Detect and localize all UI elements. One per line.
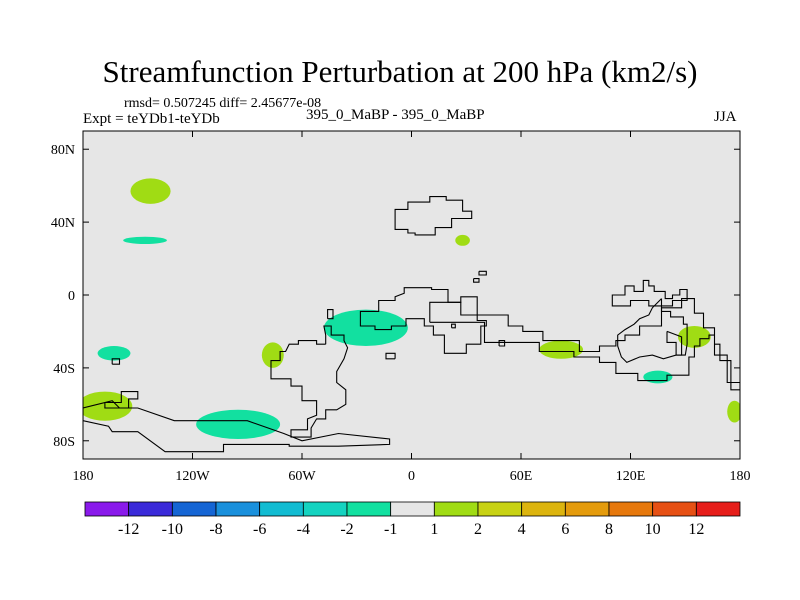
x-tick-label-1: 120W xyxy=(175,469,210,484)
coastline-indo-pacific-band xyxy=(429,298,740,391)
colorbar-label-12: 10 xyxy=(645,521,661,538)
pos-anomaly-east-edge xyxy=(727,400,740,423)
y-tick-label-4: 80S xyxy=(53,435,75,450)
coastline-new-zealand xyxy=(666,330,683,356)
pos-anomaly-far-south-pacific xyxy=(83,391,133,421)
pos-anomaly-southern-africa xyxy=(539,340,584,359)
colorbar-label-5: -2 xyxy=(340,521,353,538)
x-tick-label-4: 60E xyxy=(510,469,533,484)
islet-arabian-sea xyxy=(478,270,487,276)
colorbar: -12 -10 -8 -6 -4 -2 -1 1 2 4 6 8 10 12 xyxy=(84,501,741,538)
colorbar-box-1 xyxy=(128,501,173,517)
neg-anomaly-south-atlantic xyxy=(323,309,408,347)
experiment-label: Expt = teYDb1-teYDb xyxy=(83,111,220,127)
colorbar-label-11: 8 xyxy=(605,521,613,538)
colorbar-box-6 xyxy=(346,501,392,517)
plot-background xyxy=(83,131,740,459)
colorbar-label-2: -8 xyxy=(209,521,222,538)
neg-anomaly-south-pacific xyxy=(196,409,281,439)
x-tick-label-2: 60W xyxy=(288,469,316,484)
pos-anomaly-south-pacific-small xyxy=(261,342,284,368)
coastline-australia xyxy=(617,298,688,364)
coastline-caribbean xyxy=(327,309,334,320)
colorbar-box-9 xyxy=(477,501,523,517)
islet-south-atlantic xyxy=(498,340,506,347)
colorbar-label-10: 6 xyxy=(561,521,569,538)
colorbar-box-3 xyxy=(215,501,261,517)
season-label: JJA xyxy=(714,109,737,125)
colorbar-box-10 xyxy=(521,501,566,517)
y-tick-label-3: 40S xyxy=(53,362,75,377)
pos-anomaly-north-pacific xyxy=(130,178,171,204)
coastline-antarctica xyxy=(83,400,391,453)
islet-north-atlantic xyxy=(451,323,456,329)
colorbar-box-4 xyxy=(259,501,304,517)
colorbar-label-1: -10 xyxy=(162,521,183,538)
colorbar-box-5 xyxy=(302,501,348,517)
coastline-mid-atlantic-ridge xyxy=(385,352,396,360)
colorbar-label-6: -1 xyxy=(384,521,397,538)
coastline-eurasia-north xyxy=(394,196,473,236)
neg-anomaly-south-indian xyxy=(643,370,673,384)
colorbar-box-2 xyxy=(171,501,217,517)
coastline-africa xyxy=(359,287,487,354)
islet-central-pacific xyxy=(111,358,121,365)
y-tick-label-0: 80N xyxy=(51,143,75,158)
y-tick-label-2: 0 xyxy=(68,289,75,304)
stats-line: rmsd= 0.507245 diff= 2.45677e-08 xyxy=(124,96,322,111)
colorbar-label-8: 2 xyxy=(474,521,482,538)
colorbar-box-7 xyxy=(390,501,435,517)
coastline-south-america xyxy=(270,325,349,438)
colorbar-label-13: 12 xyxy=(688,521,704,538)
chart-title: Streamfunction Perturbation at 200 hPa (… xyxy=(102,54,698,89)
x-tick-label-6: 180 xyxy=(730,469,751,484)
coastline-southwest-pacific xyxy=(104,391,139,409)
colorbar-box-12 xyxy=(608,501,654,517)
colorbar-box-13 xyxy=(652,501,697,517)
x-tick-label-3: 0 xyxy=(408,469,415,484)
x-tick-label-5: 120E xyxy=(616,469,646,484)
y-tick-label-1: 40N xyxy=(51,216,75,231)
anomaly-regions xyxy=(83,178,740,439)
colorbar-label-7: 1 xyxy=(430,521,438,538)
colorbar-box-14 xyxy=(695,501,741,517)
colorbar-label-3: -6 xyxy=(253,521,266,538)
colorbar-box-8 xyxy=(433,501,479,517)
colorbar-box-0 xyxy=(84,501,130,517)
coastline-east-asia xyxy=(611,279,688,307)
pos-anomaly-north-africa xyxy=(455,234,470,246)
colorbar-box-11 xyxy=(564,501,610,517)
islet-east-africa xyxy=(473,278,480,283)
x-tick-label-0: 180 xyxy=(73,469,94,484)
colorbar-label-9: 4 xyxy=(518,521,526,538)
x-axis: 180 120W 60W 0 60E 120E 180 xyxy=(73,131,751,484)
coastlines xyxy=(83,196,740,453)
y-axis: 80N 40N 0 40S 80S xyxy=(51,143,740,450)
colorbar-label-0: -12 xyxy=(118,521,139,538)
colorbar-label-4: -4 xyxy=(297,521,310,538)
neg-anomaly-southeast-pacific-small xyxy=(97,346,131,361)
case-label: 395_0_MaBP - 395_0_MaBP xyxy=(306,107,485,123)
neg-anomaly-north-pacific-streak xyxy=(123,236,167,244)
pos-anomaly-south-australia xyxy=(677,325,711,348)
